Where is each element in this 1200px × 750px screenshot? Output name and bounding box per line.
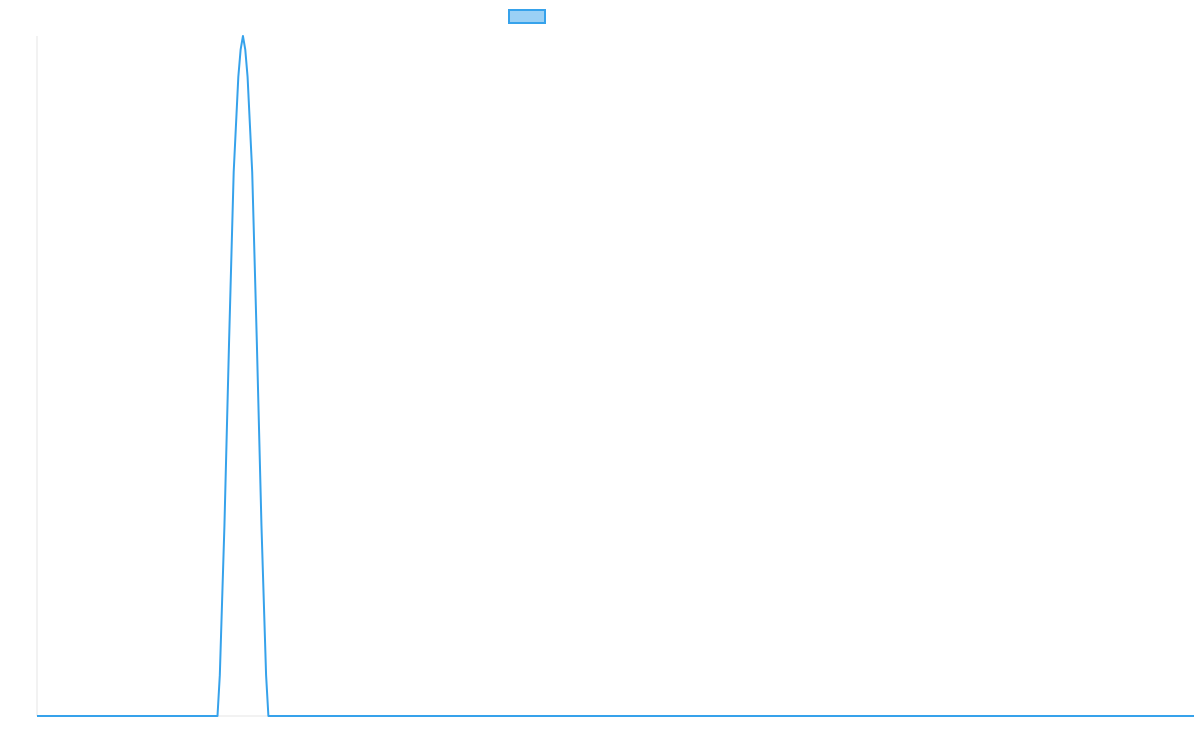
series-line-0[interactable] bbox=[37, 35, 1194, 717]
legend-swatch bbox=[508, 9, 546, 24]
legend[interactable] bbox=[508, 9, 552, 24]
